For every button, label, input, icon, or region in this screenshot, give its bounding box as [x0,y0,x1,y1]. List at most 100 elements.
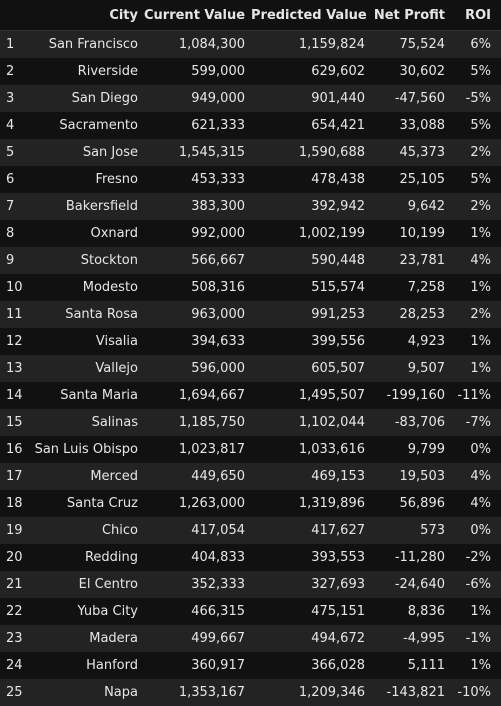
roi-column-header: ROI [451,0,501,31]
predicted-value-cell: 515,574 [311,280,365,295]
city-cell: Santa Cruz [66,496,138,511]
table-header-row: City Current Value Predicted Value Net P… [0,0,501,31]
index-column-header [0,0,34,31]
row-index: 11 [6,307,23,322]
current-value-cell: 394,633 [191,334,245,349]
row-index: 6 [6,172,15,187]
net-profit-cell: 573 [420,523,445,538]
roi-cell: 2% [470,199,491,214]
current-value-cell: 1,694,667 [178,388,245,403]
row-index: 14 [6,388,23,403]
current-value-cell: 1,353,167 [178,685,245,700]
roi-cell: 1% [470,334,491,349]
current-value-cell: 1,263,000 [178,496,245,511]
city-cell: Napa [104,685,138,700]
roi-cell: -5% [465,91,491,106]
row-index: 1 [6,37,15,52]
roi-cell: 1% [470,226,491,241]
roi-cell: 4% [470,469,491,484]
row-index: 8 [6,226,15,241]
roi-cell: -10% [457,685,491,700]
roi-cell: 5% [470,172,491,187]
predicted-value-cell: 1,590,688 [298,145,365,160]
roi-cell: 0% [470,523,491,538]
table-row: 21 El Centro 352,333 327,693 -24,640 -6% [0,571,501,598]
current-value-cell: 1,185,750 [178,415,245,430]
city-cell: Modesto [82,280,138,295]
table-row: 12 Visalia 394,633 399,556 4,923 1% [0,328,501,355]
predicted-value-cell: 478,438 [311,172,365,187]
current-value-cell: 417,054 [191,523,245,538]
predicted-value-cell: 393,553 [311,550,365,565]
current-value-cell: 453,333 [191,172,245,187]
current-value-cell: 596,000 [191,361,245,376]
predicted-value-cell: 629,602 [311,64,365,79]
roi-cell: -6% [465,577,491,592]
table-row: 11 Santa Rosa 963,000 991,253 28,253 2% [0,301,501,328]
row-index: 21 [6,577,23,592]
city-cell: Merced [90,469,138,484]
city-cell: Riverside [77,64,138,79]
net-profit-cell: 9,642 [407,199,445,214]
table-row: 14 Santa Maria 1,694,667 1,495,507 -199,160-… [0,382,501,409]
table-row: 6 Fresno 453,333 478,438 25,105 5% [0,166,501,193]
row-index: 23 [6,631,23,646]
table-row: 24 Hanford 360,917 366,028 5,111 1% [0,652,501,679]
city-cell: Santa Maria [60,388,138,403]
current-value-cell: 383,300 [191,199,245,214]
row-index: 7 [6,199,15,214]
table-row: 20 Redding 404,833 393,553 -11,280 -2% [0,544,501,571]
net-profit-cell: 56,896 [399,496,446,511]
city-cell: Bakersfield [65,199,138,214]
city-cell: Madera [89,631,138,646]
predicted-value-cell: 494,672 [311,631,365,646]
table-row: 22 Yuba City 466,315 475,151 8,836 1% [0,598,501,625]
net-profit-cell: 28,253 [399,307,446,322]
net-profit-cell: 7,258 [407,280,445,295]
roi-cell: 1% [470,280,491,295]
table-row: 8 Oxnard 992,000 1,002,199 10,199 1% [0,220,501,247]
net-profit-cell: 5,111 [407,658,445,673]
city-cell: Sacramento [59,118,138,133]
current-value-column-header: Current Value [144,0,251,31]
predicted-value-cell: 605,507 [311,361,365,376]
row-index: 13 [6,361,23,376]
net-profit-cell: 9,799 [407,442,445,457]
row-index: 10 [6,280,23,295]
predicted-value-cell: 392,942 [311,199,365,214]
current-value-cell: 1,545,315 [178,145,245,160]
city-cell: Oxnard [90,226,139,241]
row-index: 22 [6,604,23,619]
city-cell: Yuba City [77,604,138,619]
table-row: 15 Salinas 1,185,750 1,102,044 -83,706 -7% [0,409,501,436]
table-row: 2 Riverside 599,000 629,602 30,602 5% [0,58,501,85]
roi-cell: -7% [465,415,491,430]
row-index: 9 [6,253,15,268]
table-row: 1 San Francisco 1,084,300 1,159,824 75,524 6% [0,30,501,58]
net-profit-cell: 45,373 [399,145,446,160]
predicted-value-cell: 327,693 [311,577,365,592]
net-profit-cell: -143,821 [386,685,445,700]
city-cell: Santa Rosa [65,307,138,322]
city-cell: Chico [101,523,138,538]
table-row: 3 San Diego 949,000 901,440 -47,560 -5% [0,85,501,112]
row-index: 20 [6,550,23,565]
city-column-header: City [34,0,144,31]
current-value-cell: 621,333 [191,118,245,133]
predicted-value-cell: 1,159,824 [298,37,365,52]
predicted-value-cell: 590,448 [311,253,365,268]
current-value-cell: 599,000 [191,64,245,79]
table-row: 5 San Jose 1,545,315 1,590,688 45,373 2% [0,139,501,166]
predicted-value-column-header: Predicted Value [251,0,371,31]
table-row: 16 San Luis Obispo 1,023,817 1,033,616 9,799… [0,436,501,463]
current-value-cell: 449,650 [191,469,245,484]
roi-cell: 1% [470,604,491,619]
net-profit-cell: -199,160 [386,388,445,403]
net-profit-cell: -24,640 [394,577,445,592]
net-profit-cell: 25,105 [399,172,446,187]
predicted-value-cell: 1,319,896 [298,496,365,511]
row-index: 25 [6,685,23,700]
city-cell: Redding [84,550,138,565]
roi-cell: 5% [470,118,491,133]
